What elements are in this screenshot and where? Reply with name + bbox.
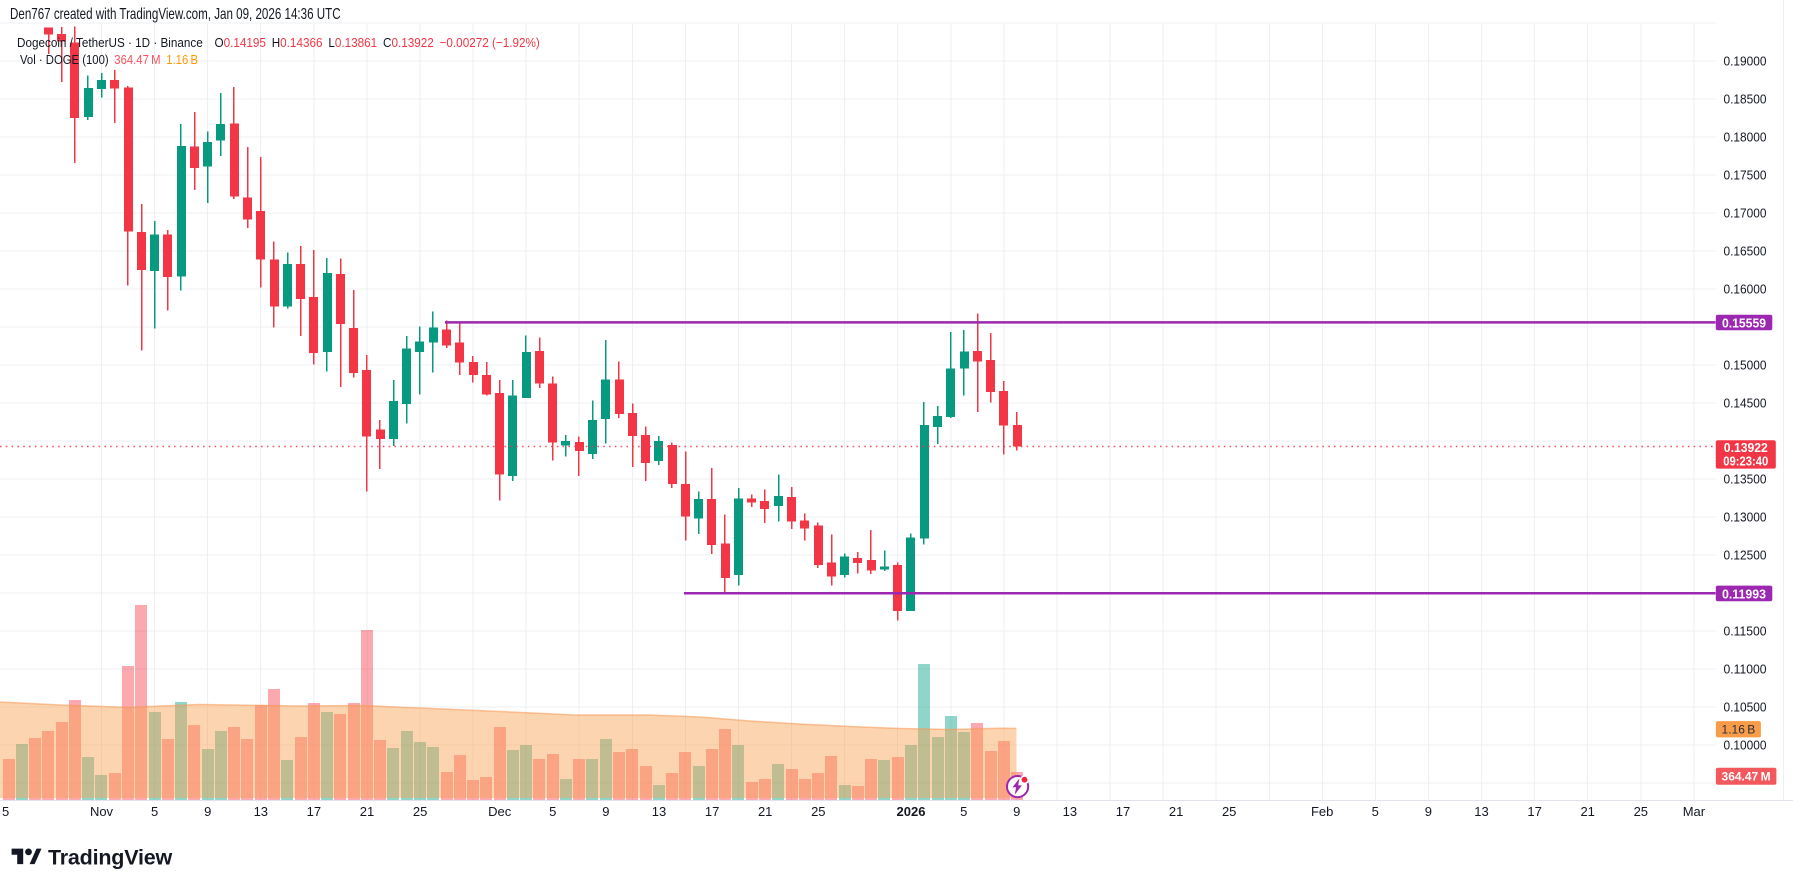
svg-text:25: 25 <box>1634 804 1648 819</box>
svg-text:0.13000: 0.13000 <box>1724 510 1767 525</box>
svg-text:0.15559: 0.15559 <box>1722 315 1766 330</box>
svg-text:0.13922: 0.13922 <box>1724 440 1768 455</box>
svg-text:0.10500: 0.10500 <box>1724 700 1767 715</box>
svg-text:25: 25 <box>413 804 427 819</box>
svg-text:Nov: Nov <box>90 804 114 819</box>
svg-text:0.11000: 0.11000 <box>1724 662 1767 677</box>
svg-text:5: 5 <box>549 804 556 819</box>
svg-text:5: 5 <box>1372 804 1379 819</box>
svg-text:13: 13 <box>652 804 666 819</box>
svg-text:0.16000: 0.16000 <box>1724 282 1767 297</box>
svg-text:0.10000: 0.10000 <box>1724 738 1767 753</box>
svg-text:0.19000: 0.19000 <box>1724 54 1767 69</box>
svg-text:0.14500: 0.14500 <box>1724 396 1767 411</box>
svg-text:364.47 M: 364.47 M <box>1722 770 1771 784</box>
svg-text:09:23:40: 09:23:40 <box>1723 454 1768 468</box>
svg-text:9: 9 <box>1013 804 1020 819</box>
svg-text:0.18000: 0.18000 <box>1724 130 1767 145</box>
svg-text:9: 9 <box>602 804 609 819</box>
svg-text:2026: 2026 <box>897 804 926 819</box>
svg-text:21: 21 <box>1580 804 1594 819</box>
svg-text:0.15000: 0.15000 <box>1724 358 1767 373</box>
svg-text:25: 25 <box>1222 804 1236 819</box>
svg-text:0.17500: 0.17500 <box>1724 168 1767 183</box>
svg-text:13: 13 <box>1063 804 1077 819</box>
svg-text:1.16 B: 1.16 B <box>1722 723 1756 737</box>
svg-text:Mar: Mar <box>1683 804 1706 819</box>
svg-text:5: 5 <box>960 804 967 819</box>
svg-text:0.17000: 0.17000 <box>1724 206 1767 221</box>
svg-text:13: 13 <box>254 804 268 819</box>
svg-text:17: 17 <box>1116 804 1130 819</box>
svg-text:25: 25 <box>811 804 825 819</box>
svg-text:5: 5 <box>151 804 158 819</box>
svg-text:Dec: Dec <box>488 804 512 819</box>
svg-text:5: 5 <box>2 804 9 819</box>
svg-text:21: 21 <box>1169 804 1183 819</box>
svg-text:0.13500: 0.13500 <box>1724 472 1767 487</box>
svg-text:Feb: Feb <box>1311 804 1333 819</box>
svg-text:0.16500: 0.16500 <box>1724 244 1767 259</box>
svg-text:TradingView: TradingView <box>48 846 173 870</box>
svg-text:17: 17 <box>307 804 321 819</box>
svg-text:21: 21 <box>360 804 374 819</box>
svg-text:17: 17 <box>705 804 719 819</box>
svg-text:9: 9 <box>1425 804 1432 819</box>
svg-text:0.11993: 0.11993 <box>1722 586 1766 601</box>
svg-text:0.18500: 0.18500 <box>1724 92 1767 107</box>
svg-text:9: 9 <box>204 804 211 819</box>
svg-text:0.11500: 0.11500 <box>1724 624 1767 639</box>
svg-text:0.12500: 0.12500 <box>1724 548 1767 563</box>
svg-text:21: 21 <box>758 804 772 819</box>
svg-text:13: 13 <box>1474 804 1488 819</box>
svg-text:17: 17 <box>1527 804 1541 819</box>
